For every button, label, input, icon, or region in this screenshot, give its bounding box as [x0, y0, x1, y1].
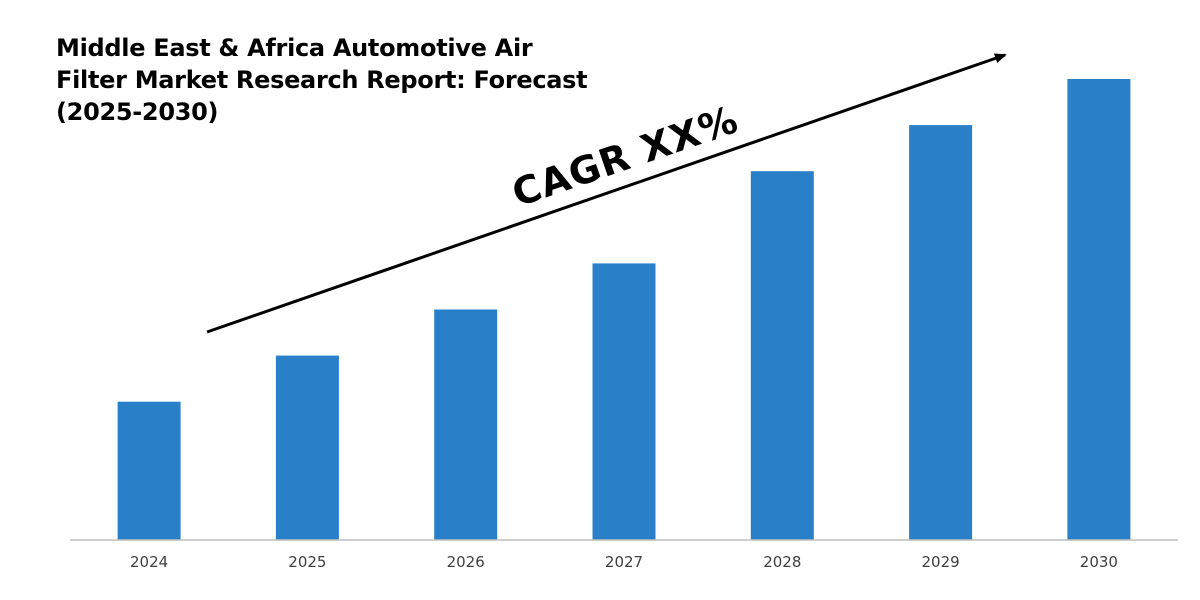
- bar-2026: [434, 309, 498, 540]
- x-axis-tick-labels: 2024 2025 2026 2027 2028 2029 2030: [130, 553, 1118, 571]
- bar-2025: [275, 355, 339, 540]
- x-tick-label-2026: 2026: [447, 553, 485, 571]
- x-tick-label-2024: 2024: [130, 553, 168, 571]
- x-tick-label-2027: 2027: [605, 553, 643, 571]
- x-tick-label-2030: 2030: [1080, 553, 1118, 571]
- bar-2029: [909, 125, 973, 540]
- x-tick-label-2029: 2029: [922, 553, 960, 571]
- bar-2028: [750, 171, 814, 540]
- bar-2027: [592, 263, 656, 540]
- x-tick-label-2028: 2028: [763, 553, 801, 571]
- cagr-annotation: CAGR XX%: [507, 97, 744, 215]
- bar-2024: [117, 401, 181, 540]
- bars-group: [117, 79, 1131, 540]
- x-tick-label-2025: 2025: [288, 553, 326, 571]
- bar-2030: [1067, 79, 1131, 540]
- chart-title: Middle East & Africa Automotive Air Filt…: [56, 34, 588, 126]
- growth-trend-arrow: [206, 53, 1007, 334]
